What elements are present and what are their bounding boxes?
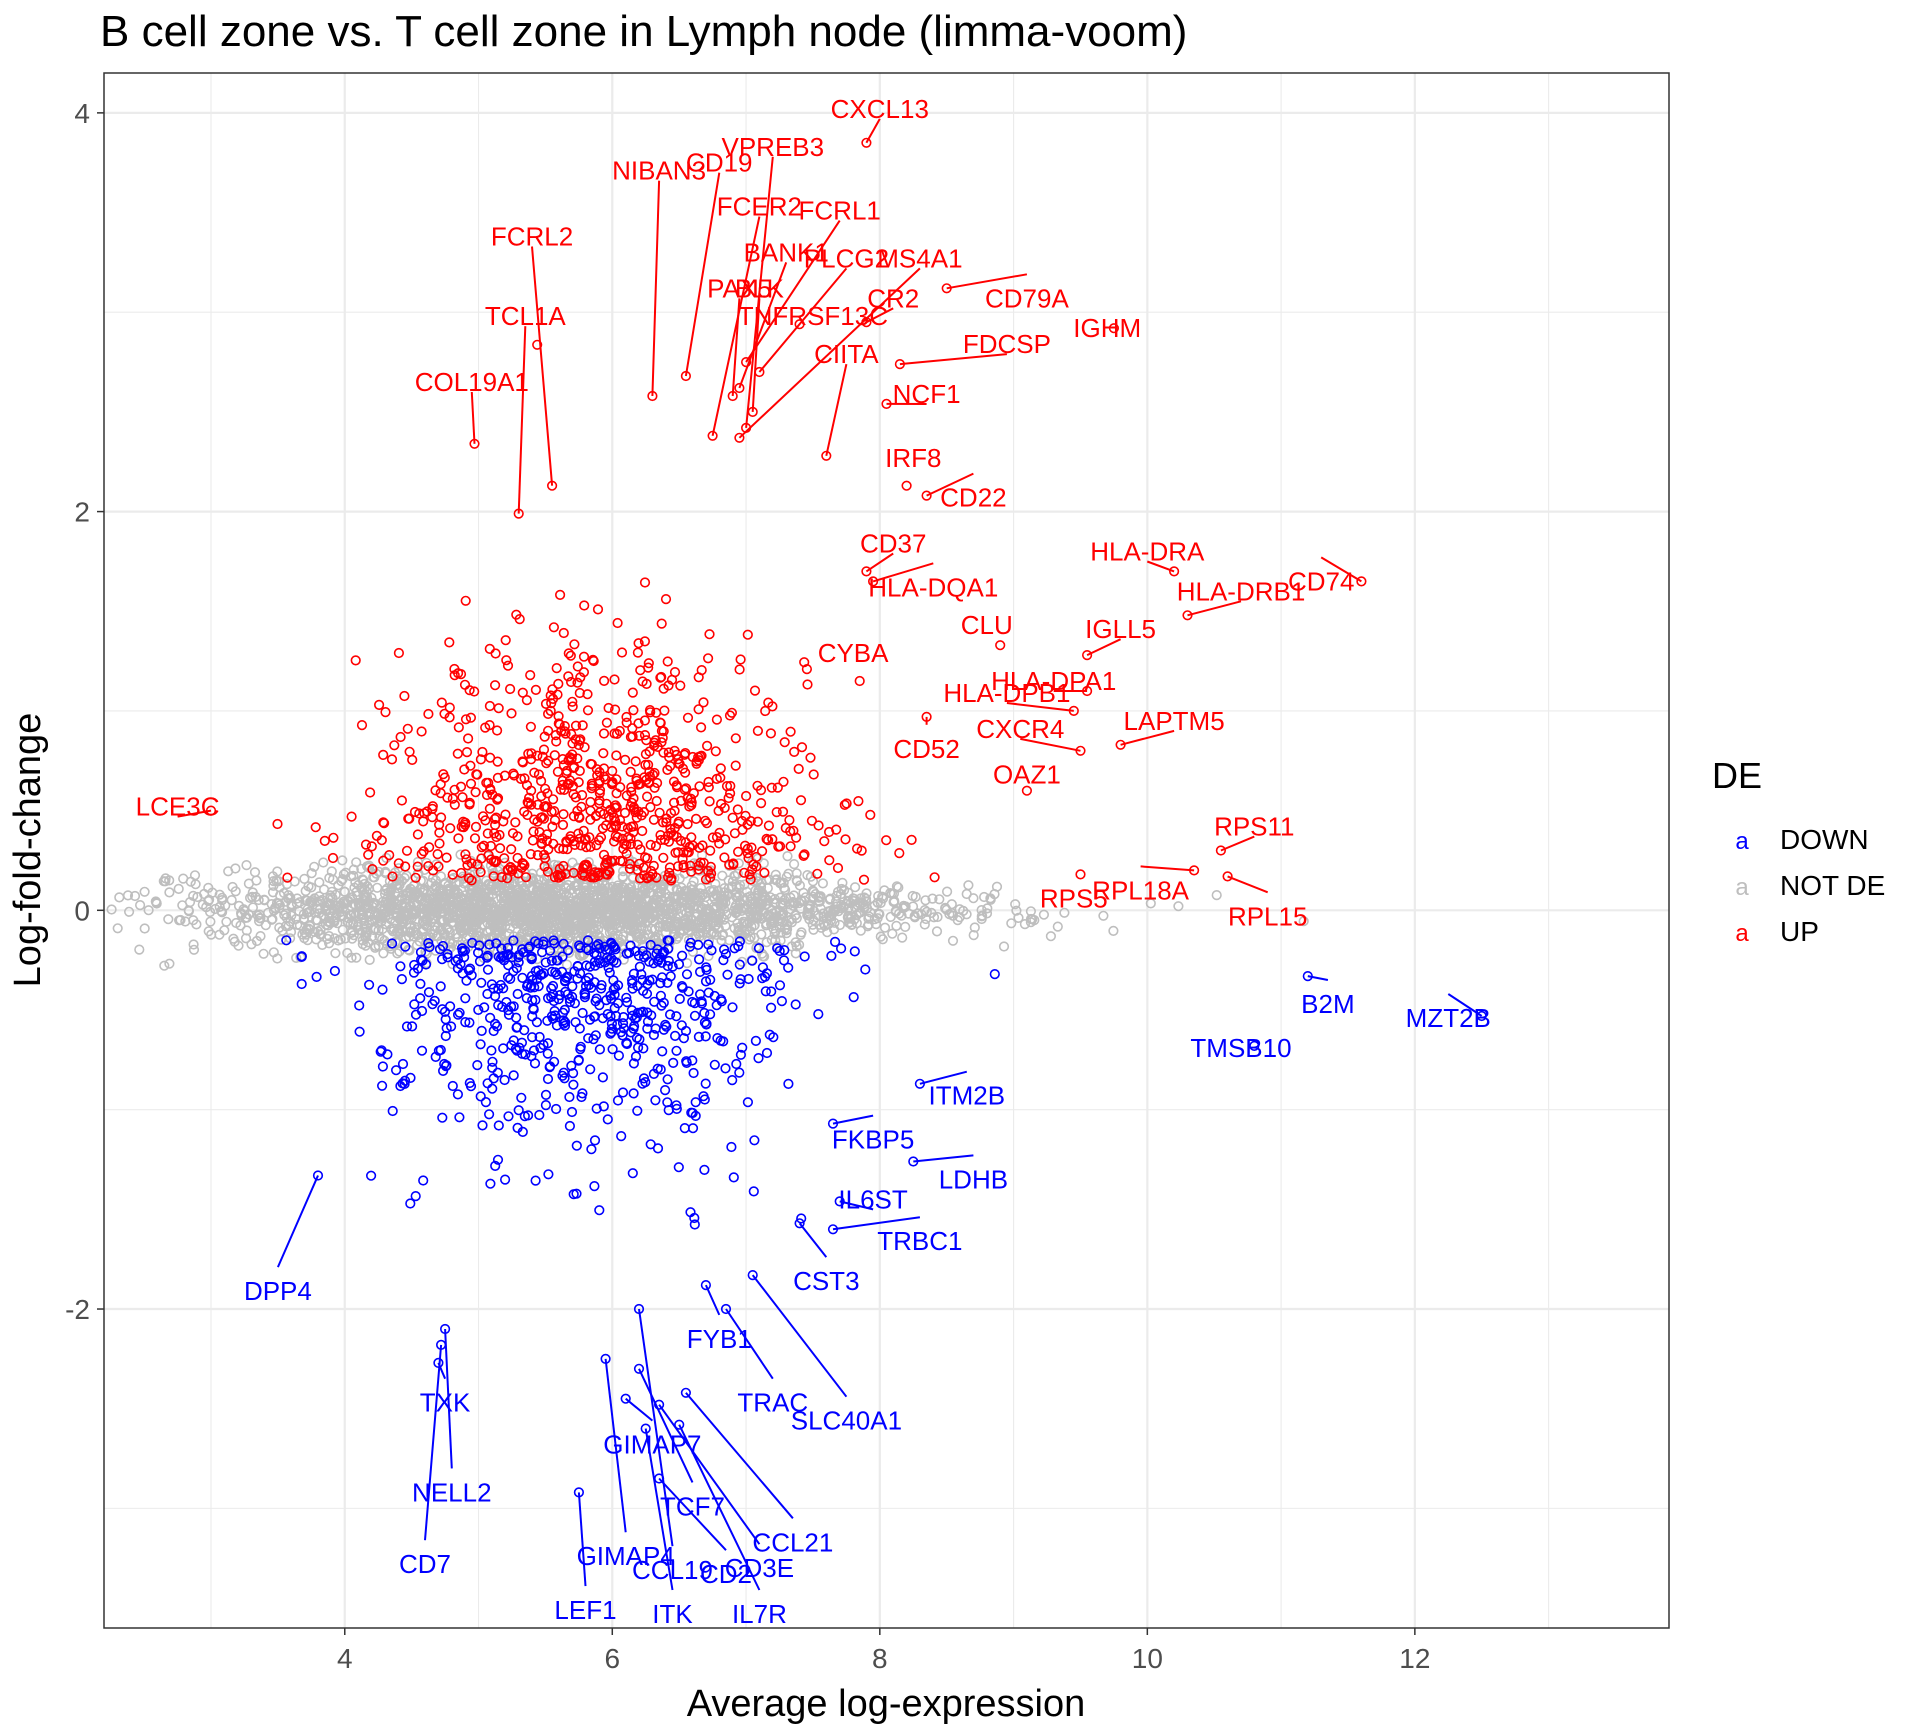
point-label: FDCSP bbox=[963, 329, 1051, 359]
legend-label: DOWN bbox=[1780, 824, 1869, 855]
point-label: MS4A1 bbox=[877, 243, 962, 273]
x-tick-label: 10 bbox=[1132, 1643, 1163, 1674]
point-label: TMSB10 bbox=[1190, 1033, 1291, 1063]
legend-key-glyph: a bbox=[1735, 874, 1749, 901]
point-label: TCF7 bbox=[660, 1491, 725, 1521]
point-label: IGLL5 bbox=[1085, 614, 1156, 644]
y-tick-label: 2 bbox=[74, 497, 90, 528]
point-label: IRF8 bbox=[885, 443, 941, 473]
x-tick-label: 12 bbox=[1399, 1643, 1430, 1674]
point-label: FCRL2 bbox=[491, 222, 573, 252]
point-label: FCER2 bbox=[717, 192, 802, 222]
point-label: COL19A1 bbox=[415, 367, 529, 397]
point-label: CD19 bbox=[686, 148, 752, 178]
point-label: CST3 bbox=[793, 1266, 859, 1296]
point-label: DPP4 bbox=[244, 1276, 312, 1306]
point-label: TRBC1 bbox=[877, 1226, 962, 1256]
legend-label: UP bbox=[1780, 916, 1819, 947]
point-label: NCF1 bbox=[893, 379, 961, 409]
point-label: FKBP5 bbox=[832, 1125, 914, 1155]
point-label: MZT2B bbox=[1406, 1003, 1491, 1033]
point-label: CLU bbox=[961, 610, 1013, 640]
point-label: LCE3C bbox=[136, 792, 220, 822]
point-label: CYBA bbox=[818, 638, 889, 668]
point-label: TXK bbox=[420, 1388, 471, 1418]
point-label: ITM2B bbox=[929, 1081, 1006, 1111]
point-label: NELL2 bbox=[412, 1477, 492, 1507]
point-label: RPL18A bbox=[1092, 875, 1189, 905]
x-tick-label: 6 bbox=[605, 1643, 621, 1674]
point-label: BLK bbox=[735, 273, 785, 303]
point-label: CD37 bbox=[860, 529, 926, 559]
x-tick-label: 8 bbox=[872, 1643, 888, 1674]
point-label: TCL1A bbox=[485, 301, 567, 331]
point-label: CD22 bbox=[940, 483, 1006, 513]
point-label: SLC40A1 bbox=[791, 1406, 902, 1436]
y-tick-label: -2 bbox=[65, 1294, 90, 1325]
point-label: ITK bbox=[652, 1599, 693, 1629]
point-label: B2M bbox=[1301, 989, 1354, 1019]
point-label: FYB1 bbox=[687, 1324, 752, 1354]
legend-key-glyph: a bbox=[1735, 920, 1749, 947]
point-label: IGHM bbox=[1073, 313, 1141, 343]
point-label: HLA-DQA1 bbox=[868, 572, 998, 602]
chart-title: B cell zone vs. T cell zone in Lymph nod… bbox=[100, 7, 1187, 56]
point-label: CXCL13 bbox=[831, 94, 929, 124]
point-label: HLA-DPA1 bbox=[991, 666, 1116, 696]
point-label: LAPTM5 bbox=[1124, 706, 1225, 736]
point-label: CD52 bbox=[893, 734, 959, 764]
point-label: TNFRSF13C bbox=[738, 301, 888, 331]
point-label: HLA-DRA bbox=[1090, 537, 1205, 567]
point-label: IL7R bbox=[732, 1599, 787, 1629]
point-label: CXCR4 bbox=[976, 714, 1064, 744]
legend-title: DE bbox=[1712, 755, 1762, 796]
point-label: CD2 bbox=[700, 1559, 752, 1589]
y-tick-label: 4 bbox=[74, 98, 90, 129]
legend-key-glyph: a bbox=[1735, 828, 1749, 855]
x-axis-title: Average log-expression bbox=[687, 1683, 1086, 1725]
point-label: LEF1 bbox=[554, 1595, 616, 1625]
point-label: HLA-DRB1 bbox=[1177, 576, 1306, 606]
point-label: LDHB bbox=[939, 1164, 1008, 1194]
point-label: CD7 bbox=[399, 1549, 451, 1579]
point-label: OAZ1 bbox=[993, 760, 1061, 790]
y-tick-label: 0 bbox=[74, 895, 90, 926]
x-tick-label: 4 bbox=[337, 1643, 353, 1674]
point-label: RPS11 bbox=[1214, 812, 1294, 842]
point-label: PLCG2 bbox=[804, 243, 889, 273]
point-label: CIITA bbox=[814, 339, 879, 369]
y-axis-title: Log-fold-change bbox=[7, 713, 49, 988]
legend-label: NOT DE bbox=[1780, 870, 1885, 901]
point-label: RPL15 bbox=[1228, 901, 1308, 931]
point-label: CD79A bbox=[985, 283, 1069, 313]
point-label: FCRL1 bbox=[799, 196, 881, 226]
point-label: IL6ST bbox=[838, 1184, 907, 1214]
